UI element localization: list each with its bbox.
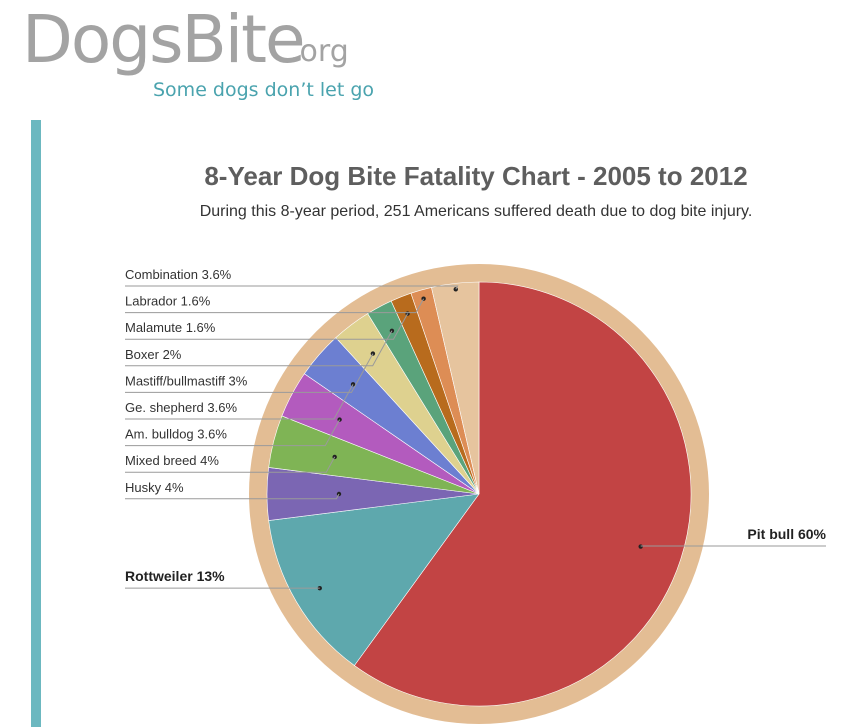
slice-label-2: Rottweiler 13% <box>125 568 225 584</box>
leader-line-6 <box>125 384 354 420</box>
leader-line-8 <box>125 330 393 367</box>
slice-label-1: Pit bull 60% <box>747 526 826 542</box>
leader-line-4 <box>125 456 336 473</box>
slice-label-10: Labrador 1.6% <box>125 294 211 309</box>
slice-label-6: Ge. shepherd 3.6% <box>125 400 237 415</box>
chart-subtitle: During this 8-year period, 251 Americans… <box>199 203 753 220</box>
slice-label-11: Combination 3.6% <box>125 267 232 282</box>
label-dot-8 <box>389 328 395 333</box>
logo-suffix: .org <box>290 34 349 69</box>
leader-line-3 <box>125 493 340 500</box>
logo-brand: DogsBite <box>22 1 306 78</box>
slice-label-7: Mastiff/bullmastiff 3% <box>125 373 248 388</box>
logo-tagline: Some dogs don’t let go <box>153 79 375 101</box>
chart-title: 8-Year Dog Bite Fatality Chart - 2005 to… <box>204 161 748 191</box>
leader-line-7 <box>125 353 374 393</box>
slice-label-9: Malamute 1.6% <box>125 320 216 335</box>
slice-label-4: Mixed breed 4% <box>125 453 219 468</box>
leader-line-9 <box>125 313 409 340</box>
leader-line-11 <box>125 285 459 290</box>
slice-label-8: Boxer 2% <box>125 347 182 362</box>
accent-sidebar-bar <box>31 120 41 727</box>
label-dot-11 <box>453 287 458 292</box>
slice-label-3: Husky 4% <box>125 480 184 495</box>
pie-slice-1 <box>353 281 692 707</box>
dogsbite-logo[interactable]: DogsBite .org Some dogs don’t let go <box>22 2 402 110</box>
pie-slice-11 <box>431 281 480 495</box>
leader-line-5 <box>125 419 341 447</box>
leader-line-10 <box>125 298 425 314</box>
slice-label-5: Am. bulldog 3.6% <box>125 427 227 442</box>
pie-slice-2 <box>268 493 480 666</box>
